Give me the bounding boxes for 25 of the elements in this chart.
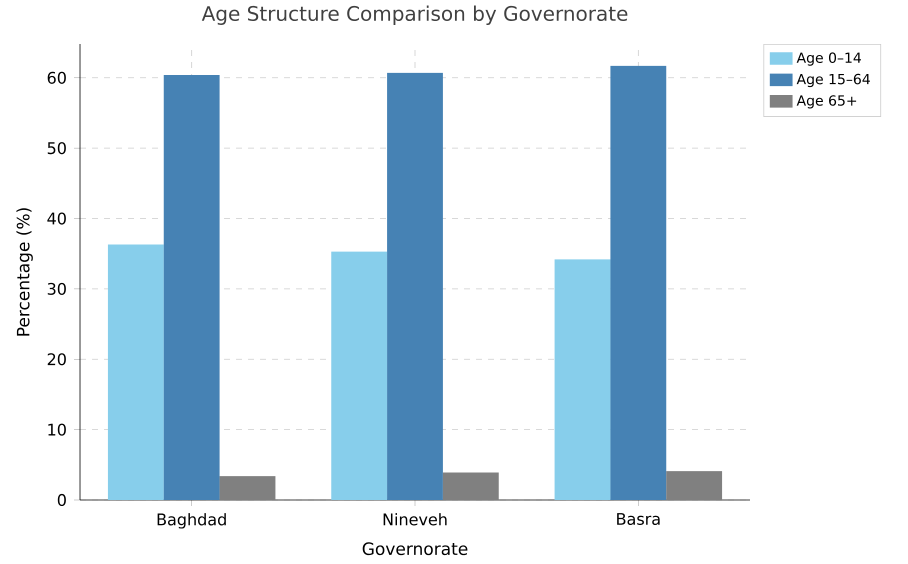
- bar: [666, 471, 722, 500]
- y-tick-label: 40: [47, 212, 66, 225]
- chart-title: Age Structure Comparison by Governorate: [202, 6, 628, 25]
- bar: [610, 66, 666, 500]
- bar: [554, 259, 610, 500]
- legend-label: Age 65+: [796, 95, 856, 108]
- bar: [331, 252, 388, 500]
- x-tick-label: Nineveh: [384, 513, 447, 526]
- legend-label: Age 15–64: [796, 74, 870, 88]
- x-axis-title: Governorate: [362, 542, 468, 556]
- legend-label: Age 0–14: [796, 52, 862, 66]
- x-tick-label: Basra: [617, 513, 660, 525]
- y-tick-label: 10: [48, 424, 66, 436]
- y-tick-label: 60: [48, 72, 66, 84]
- y-tick-label: 30: [48, 282, 66, 295]
- x-tick-label: Baghdad: [158, 513, 226, 529]
- y-axis-title: Percentage (%): [16, 208, 33, 336]
- bar: [220, 476, 276, 500]
- y-tick-label: 50: [48, 142, 66, 154]
- bar: [442, 472, 499, 500]
- bar: [164, 74, 220, 500]
- bar: [387, 72, 443, 500]
- y-tick-label: 0: [58, 494, 66, 506]
- bar: [108, 244, 164, 500]
- y-tick-label: 20: [48, 353, 66, 366]
